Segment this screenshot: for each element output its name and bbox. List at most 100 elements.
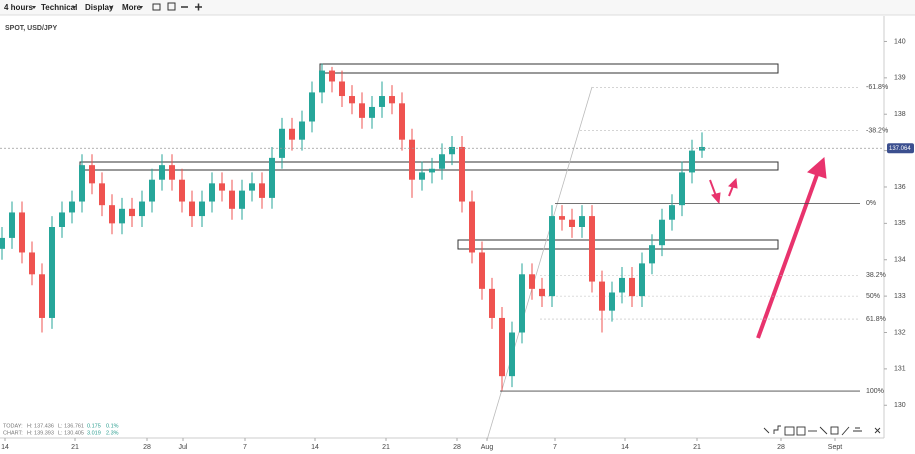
menu-more[interactable]: More: [122, 3, 142, 12]
dropdown-icon[interactable]: [72, 6, 76, 9]
candle-body: [319, 70, 325, 93]
candle-body: [19, 212, 25, 253]
arrow: [756, 171, 820, 339]
candle-body: [459, 146, 465, 202]
candle-body: [149, 179, 155, 202]
candle-body: [409, 139, 415, 180]
stat-text: 0.1%: [106, 423, 119, 429]
dropdown-icon[interactable]: [32, 6, 36, 9]
y-tick-label: 131: [894, 366, 906, 373]
stat-text: 2.3%: [106, 430, 119, 436]
candle-body: [519, 274, 525, 333]
x-tick-label: 14: [621, 444, 629, 451]
tool-pen[interactable]: [763, 427, 770, 434]
x-tick-label: 7: [243, 444, 247, 451]
x-tick-label: 14: [311, 444, 319, 451]
candle-body: [439, 154, 445, 169]
candle-body: [59, 212, 65, 227]
candle-body: [689, 150, 695, 173]
candle-body: [489, 288, 495, 318]
menu-interval[interactable]: 4 hours: [4, 3, 33, 12]
candle-body: [509, 332, 515, 377]
tool-line[interactable]: [819, 426, 828, 435]
candle-body: [89, 165, 95, 184]
last-price-label: 137.064: [889, 146, 911, 152]
open-icon[interactable]: [152, 3, 161, 11]
tool-delete[interactable]: [874, 427, 881, 434]
y-tick-label: 136: [894, 184, 906, 191]
arrow-head: [711, 192, 721, 205]
toolbar: [0, 0, 915, 15]
y-tick-label: 132: [894, 329, 906, 336]
stat-text: 3.019: [87, 430, 101, 436]
fib-label: -38.2%: [866, 127, 888, 134]
chart-title: SPOT, USD/JPY: [5, 25, 57, 32]
x-tick-label: 28: [453, 444, 461, 451]
candle-body: [579, 216, 585, 227]
candle-body: [39, 274, 45, 318]
x-tick-label: Sept: [828, 444, 842, 451]
zone-box: [319, 63, 779, 74]
zoom-in-icon[interactable]: [195, 3, 202, 11]
tool-fib[interactable]: [784, 426, 795, 436]
candle-body: [139, 201, 145, 217]
stat-text: H: 139.393: [27, 430, 54, 436]
tool-step[interactable]: [773, 425, 781, 434]
dropdown-icon[interactable]: [109, 6, 113, 9]
zone-box: [457, 239, 779, 250]
save-icon[interactable]: [167, 2, 176, 11]
candle-body: [339, 81, 345, 97]
x-tick-label: Jul: [179, 444, 188, 451]
candle-body: [449, 146, 455, 155]
candle-body: [189, 201, 195, 217]
x-tick-label: 21: [693, 444, 701, 451]
tool-rect[interactable]: [830, 426, 839, 435]
candle-body: [669, 205, 675, 220]
tool-channel[interactable]: [796, 426, 806, 436]
stat-text: H: 137.436: [27, 423, 54, 429]
candle-body: [329, 70, 335, 82]
candle-body: [259, 183, 265, 198]
candle-body: [9, 212, 15, 238]
candle-body: [649, 245, 655, 264]
fib-label: 50%: [866, 293, 880, 300]
candle-body: [299, 121, 305, 140]
fib-trend-line: [486, 86, 593, 441]
candle-body: [129, 208, 135, 217]
arrow: [709, 179, 717, 197]
y-tick-label: 133: [894, 293, 906, 300]
dropdown-icon[interactable]: [139, 6, 143, 9]
candle-body: [589, 216, 595, 282]
y-tick-label: 135: [894, 220, 906, 227]
menu-technical[interactable]: Technical: [41, 3, 77, 12]
fib-label: -61.8%: [866, 84, 888, 91]
tool-ray[interactable]: [841, 426, 850, 436]
candle-body: [569, 219, 575, 227]
candle-body: [179, 179, 185, 202]
x-tick-label: 14: [1, 444, 9, 451]
candle-body: [699, 146, 705, 151]
arrow-head: [807, 156, 827, 179]
menu-display[interactable]: Display: [85, 3, 114, 12]
arrows: [709, 156, 827, 339]
candle-body: [209, 183, 215, 202]
candle-body: [109, 205, 115, 224]
candle-body: [29, 252, 35, 275]
candle-body: [559, 216, 565, 220]
candle-body: [369, 106, 375, 118]
stat-text: L: 136.761: [58, 423, 84, 429]
candle-body: [219, 183, 225, 191]
candle-body: [549, 216, 555, 297]
y-tick-label: 139: [894, 75, 906, 82]
candle-body: [539, 288, 545, 297]
x-tick-label: 21: [71, 444, 79, 451]
candle-body: [419, 172, 425, 180]
candle-body: [679, 172, 685, 206]
tool-text[interactable]: [853, 427, 862, 432]
stat-text: CHART:: [3, 430, 23, 436]
candle-body: [389, 96, 395, 104]
stat-text: L: 130.405: [58, 430, 84, 436]
candle-body: [289, 128, 295, 140]
